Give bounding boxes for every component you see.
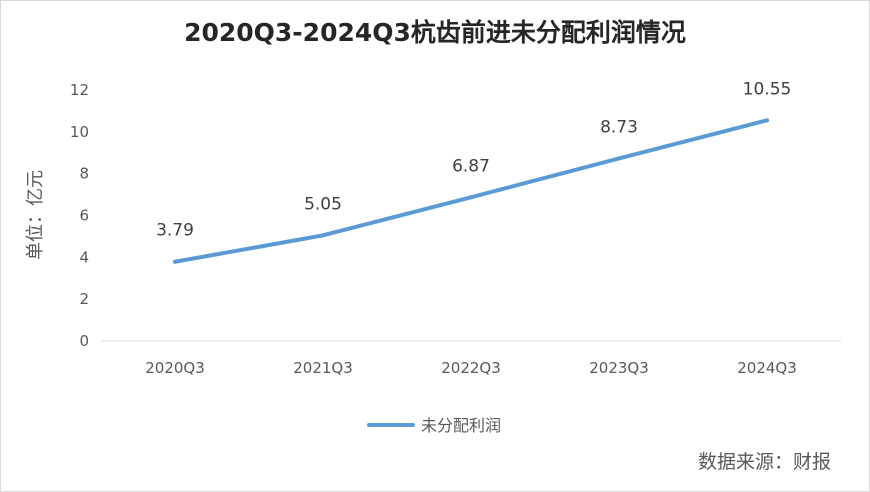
x-tick-label: 2024Q3 xyxy=(737,359,797,377)
data-point xyxy=(173,259,177,264)
legend: 未分配利润 xyxy=(367,416,501,435)
legend-label: 未分配利润 xyxy=(421,416,501,435)
y-tick-label: 0 xyxy=(79,332,89,350)
chart-title: 2020Q3-2024Q3杭齿前进未分配利润情况 xyxy=(184,18,686,47)
y-tick-label: 2 xyxy=(79,290,89,308)
data-label: 3.79 xyxy=(156,221,194,241)
x-tick-label: 2021Q3 xyxy=(293,359,353,377)
data-point xyxy=(321,233,325,238)
source-note: 数据来源：财报 xyxy=(697,451,831,473)
data-labels: 3.79 5.05 6.87 8.73 10.55 xyxy=(156,79,791,240)
y-tick-label: 10 xyxy=(70,123,89,141)
axes: 0 2 4 6 8 10 12 2020Q3 2021Q3 2022Q3 2023Q3 2024Q3 xyxy=(70,81,841,377)
series-group xyxy=(173,118,769,264)
data-point xyxy=(765,118,769,123)
x-tick-label: 2020Q3 xyxy=(145,359,205,377)
data-label: 10.55 xyxy=(743,79,792,99)
data-label: 6.87 xyxy=(452,156,490,176)
y-tick-label: 8 xyxy=(79,165,89,183)
data-label: 8.73 xyxy=(600,117,638,137)
series-line xyxy=(173,118,769,264)
data-label: 5.05 xyxy=(304,194,342,214)
y-tick-label: 4 xyxy=(79,248,89,266)
x-tick-label: 2022Q3 xyxy=(441,359,501,377)
x-tick-label: 2023Q3 xyxy=(589,359,649,377)
y-tick-label: 12 xyxy=(70,81,89,99)
data-point xyxy=(617,156,621,161)
y-tick-label: 6 xyxy=(79,207,89,225)
data-point xyxy=(469,195,473,200)
